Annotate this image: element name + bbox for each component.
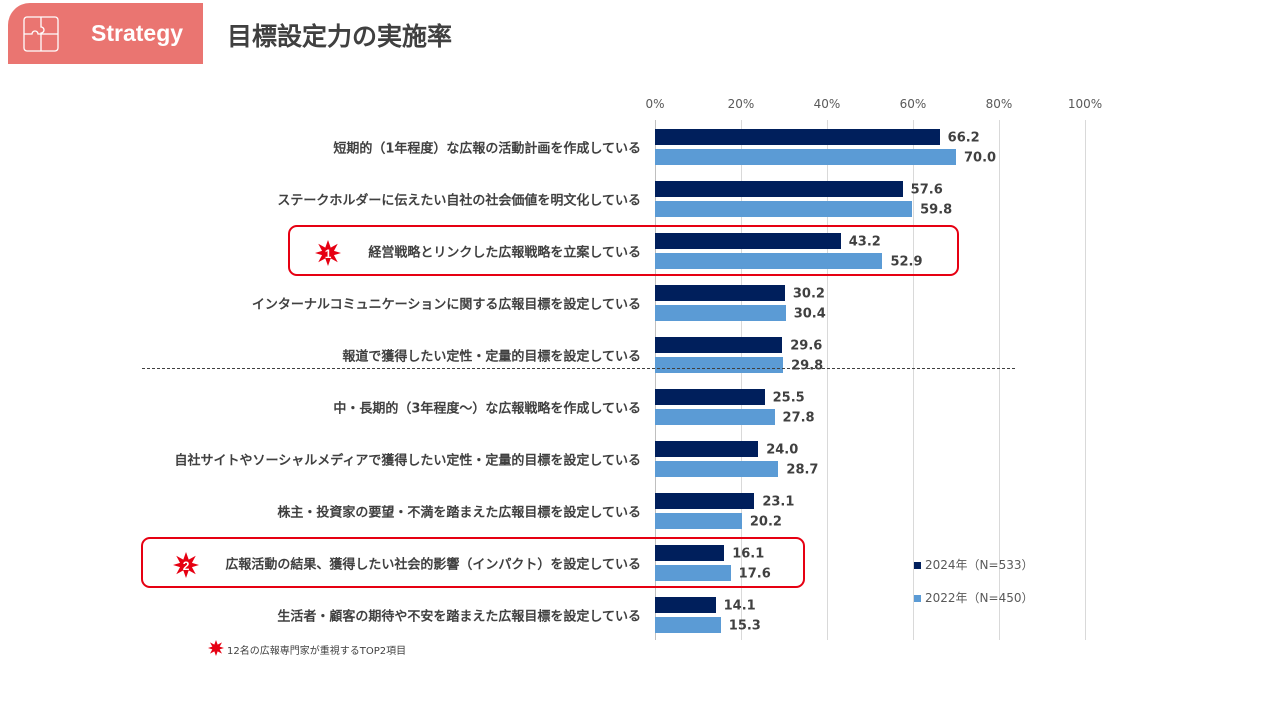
x-tick-label: 60%	[899, 97, 927, 111]
puzzle-icon	[23, 16, 59, 52]
bar-2022	[655, 305, 786, 321]
bar-2024	[655, 389, 765, 405]
data-label: 70.0	[964, 150, 997, 166]
bar-2022	[655, 149, 956, 165]
data-label: 43.2	[848, 234, 881, 250]
bar-2022	[655, 565, 731, 581]
rank-star-icon: 1	[315, 240, 341, 266]
svg-text:2: 2	[183, 559, 190, 573]
y-axis-line	[655, 120, 656, 640]
category-label: インターナルコミュニケーションに関する広報目標を設定している	[251, 297, 641, 313]
data-label: 28.7	[786, 462, 819, 478]
highlight-box	[288, 225, 959, 276]
category-label: 報道で獲得したい定性・定量的目標を設定している	[342, 349, 641, 365]
legend-swatch-2022	[914, 595, 921, 602]
bar-2024	[655, 441, 759, 457]
category-label: 生活者・顧客の期待や不安を踏まえた広報目標を設定している	[277, 609, 641, 625]
x-tick-label: 100%	[1067, 97, 1103, 111]
strategy-badge: Strategy	[8, 3, 203, 64]
data-label: 52.9	[890, 254, 923, 270]
data-label: 66.2	[947, 130, 980, 146]
gridline	[999, 120, 1000, 640]
data-label: 30.4	[793, 306, 826, 322]
bar-2022	[655, 461, 779, 477]
category-label: ステークホルダーに伝えたい自社の社会価値を明文化している	[277, 193, 641, 209]
bar-2022	[655, 253, 883, 269]
x-tick-label: 0%	[645, 97, 665, 111]
bar-2022	[655, 617, 721, 633]
x-tick-label: 80%	[985, 97, 1013, 111]
bar-2024	[655, 233, 841, 249]
category-label: 株主・投資家の要望・不満を踏まえた広報目標を設定している	[277, 505, 641, 521]
data-label: 27.8	[782, 410, 815, 426]
badge-label: Strategy	[91, 20, 184, 46]
x-tick-label: 20%	[727, 97, 755, 111]
legend-2022: 2022年（N=450）	[914, 589, 1033, 606]
category-label: 短期的（1年程度）な広報の活動計画を作成している	[333, 141, 641, 157]
legend-label: 2024年（N=533）	[925, 558, 1034, 572]
data-label: 16.1	[732, 546, 765, 562]
footnote: 12名の広報専門家が重視するTOP2項目	[227, 646, 407, 657]
legend-swatch-2024	[914, 562, 921, 569]
rank-star-icon: 2	[173, 552, 199, 578]
bar-2024	[655, 597, 716, 613]
highlight-box	[141, 537, 805, 588]
legend-label: 2022年（N=450）	[925, 591, 1034, 605]
category-label: 中・長期的（3年程度～）な広報戦略を作成している	[333, 401, 641, 417]
category-label: 広報活動の結果、獲得したい社会的影響（インパクト）を設定している	[225, 557, 641, 573]
bar-2024	[655, 337, 783, 353]
data-label: 24.0	[766, 442, 799, 458]
gridline	[1085, 120, 1086, 640]
category-label: 経営戦略とリンクした広報戦略を立案している	[368, 245, 641, 261]
bar-2022	[655, 513, 742, 529]
svg-text:1: 1	[325, 247, 332, 261]
bar-2022	[655, 357, 784, 373]
data-label: 25.5	[772, 390, 805, 406]
divider-dashed-line	[142, 368, 1015, 369]
data-label: 29.6	[790, 338, 823, 354]
data-label: 57.6	[910, 182, 943, 198]
data-label: 59.8	[920, 202, 953, 218]
gridline	[827, 120, 828, 640]
page-title: 目標設定力の実施率	[227, 22, 453, 51]
x-tick-label: 40%	[813, 97, 841, 111]
data-label: 30.2	[792, 286, 825, 302]
legend-2024: 2024年（N=533）	[914, 556, 1033, 573]
star-burst-icon	[208, 640, 224, 656]
data-label: 17.6	[738, 566, 771, 582]
bar-2024	[655, 129, 940, 145]
bar-2022	[655, 409, 775, 425]
category-label: 自社サイトやソーシャルメディアで獲得したい定性・定量的目標を設定している	[174, 453, 641, 469]
bar-2022	[655, 201, 913, 217]
bar-2024	[655, 545, 725, 561]
bar-2024	[655, 181, 903, 197]
data-label: 14.1	[723, 598, 756, 614]
data-label: 23.1	[762, 494, 795, 510]
gridline	[913, 120, 914, 640]
data-label: 15.3	[728, 618, 761, 634]
data-label: 29.8	[791, 358, 824, 374]
data-label: 20.2	[749, 514, 782, 530]
gridline	[741, 120, 742, 640]
bar-2024	[655, 493, 755, 509]
bar-2024	[655, 285, 785, 301]
